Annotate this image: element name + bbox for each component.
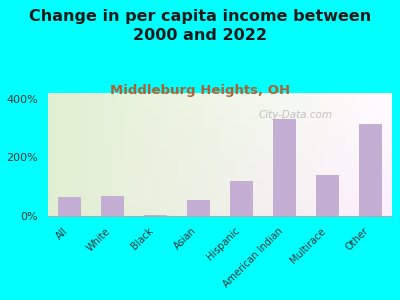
Bar (187, 200, 210, 216)
Text: Middleburg Heights, OH: Middleburg Heights, OH (110, 84, 290, 97)
Bar (58, 197, 81, 216)
Bar (101, 196, 124, 216)
Bar (273, 119, 296, 216)
Bar (230, 181, 253, 216)
Text: City-Data.com: City-Data.com (259, 110, 333, 120)
Bar (316, 175, 339, 216)
Text: Change in per capita income between
2000 and 2022: Change in per capita income between 2000… (29, 9, 371, 43)
Bar (359, 124, 382, 216)
Bar (144, 215, 167, 216)
